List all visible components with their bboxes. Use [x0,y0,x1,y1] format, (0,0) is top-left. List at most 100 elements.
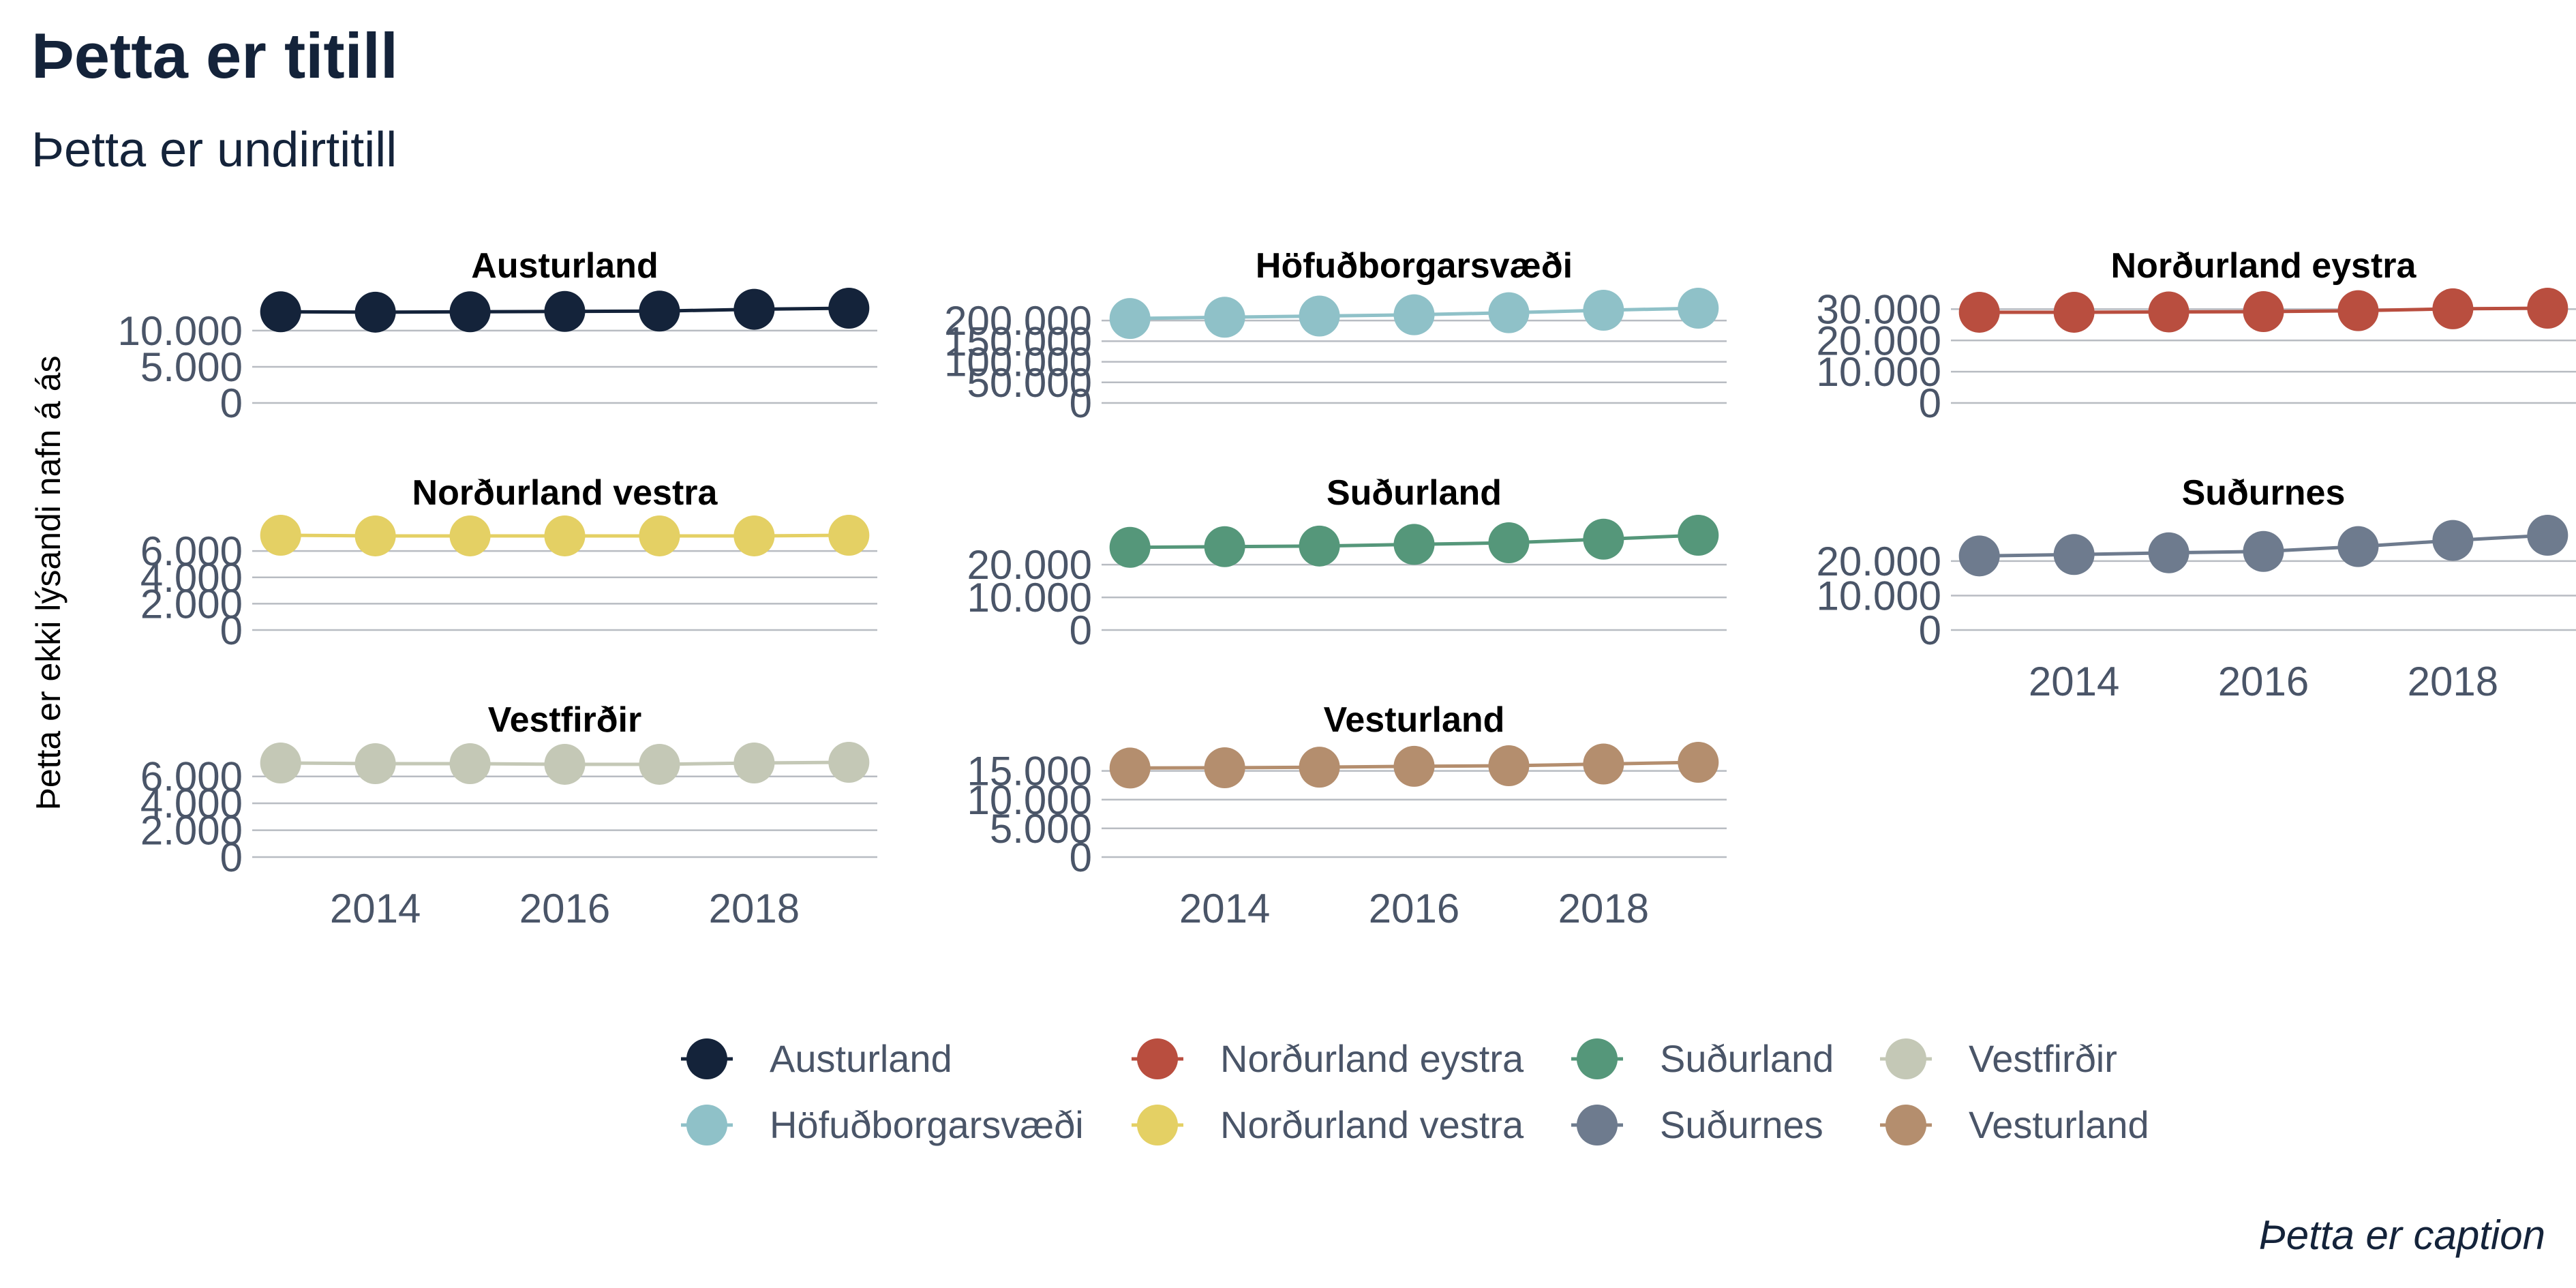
y-tick-label: 10.000 [1816,573,1941,618]
data-point-sudurland-2015 [1299,525,1340,567]
data-point-austurland-2019 [828,288,870,329]
y-tick-label: 0 [220,608,243,653]
y-tick-label: 10.000 [967,575,1092,620]
data-point-vesturland-2017 [1488,745,1530,787]
y-tick-label: 20.000 [1816,318,1941,363]
data-point-austurland-2013 [260,291,301,333]
legend-item-nordurland-vestra: Norðurland vestra [1132,1103,1524,1146]
x-tick-label: 2018 [709,886,800,931]
data-point-nordurland-vestra-2017 [639,515,680,556]
y-tick-label: 2.000 [140,808,243,854]
x-tick-label: 2018 [1558,886,1649,931]
data-point-austurland-2015 [449,291,491,333]
legend-key-dot [1137,1038,1178,1079]
chart-title: Þetta er titill [31,20,398,91]
y-tick-label: 2.000 [140,581,243,627]
data-point-vesturland-2018 [1583,743,1624,785]
y-tick-label: 0 [1070,380,1092,426]
data-point-hofudborgarsvaedi-2014 [1204,297,1245,338]
facet-title-vesturland: Vesturland [1324,700,1505,740]
y-tick-label: 6.000 [140,754,243,800]
legend-item-nordurland-eystra: Norðurland eystra [1132,1037,1524,1080]
data-point-hofudborgarsvaedi-2017 [1488,292,1530,333]
data-point-sudurnes-2017 [2337,526,2379,567]
legend-item-hofudborgarsvaedi: Höfuðborgarsvæði [681,1103,1084,1146]
legend-label: Norðurland eystra [1220,1037,1524,1080]
facet-title-nordurland-eystra: Norðurland eystra [2111,246,2417,286]
data-point-hofudborgarsvaedi-2013 [1109,298,1151,340]
x-tick-label: 2016 [2218,659,2309,704]
data-point-austurland-2018 [733,288,775,330]
data-point-vesturland-2019 [1678,742,1719,783]
legend-label: Vesturland [1969,1103,2149,1146]
y-tick-label: 0 [1070,608,1092,653]
legend-label: Suðurland [1660,1037,1834,1080]
data-point-hofudborgarsvaedi-2019 [1678,288,1719,329]
data-point-vestfirdir-2019 [828,742,870,783]
chart-subtitle: Þetta er undirtitill [31,123,397,177]
facet-panels: Austurland05.00010.000Höfuðborgarsvæði05… [117,246,2576,931]
y-tick-label: 150.000 [944,318,1092,364]
x-tick-label: 2016 [519,886,610,931]
data-point-sudurland-2017 [1488,522,1530,564]
data-point-nordurland-eystra-2017 [2337,290,2379,331]
chart-caption: Þetta er caption [2259,1212,2545,1258]
x-tick-label: 2014 [330,886,421,931]
x-tick-label: 2014 [2029,659,2119,704]
y-tick-label: 0 [1919,608,1941,653]
legend-key-dot [1885,1105,1926,1145]
data-point-nordurland-vestra-2019 [828,515,870,556]
data-point-nordurland-vestra-2016 [544,515,586,556]
data-point-hofudborgarsvaedi-2016 [1393,294,1435,335]
legend-key-dot [686,1105,727,1145]
legend-key-dot [1577,1105,1618,1145]
data-point-nordurland-vestra-2015 [449,515,491,556]
data-point-vestfirdir-2015 [449,743,491,784]
legend-key-dot [686,1038,727,1079]
y-tick-label: 0 [220,380,243,426]
data-point-sudurnes-2019 [2527,515,2569,556]
y-tick-label: 20.000 [1816,539,1941,584]
data-point-sudurnes-2015 [2148,532,2189,573]
y-tick-label: 30.000 [1816,286,1941,332]
x-tick-label: 2016 [1369,886,1459,931]
facet-title-nordurland-vestra: Norðurland vestra [412,473,718,513]
data-point-austurland-2017 [639,290,680,332]
data-point-sudurland-2019 [1678,515,1719,556]
data-point-vesturland-2015 [1299,747,1340,788]
data-point-nordurland-vestra-2013 [260,515,301,556]
y-tick-label: 200.000 [944,298,1092,344]
y-tick-label: 0 [1919,380,1941,426]
legend-item-sudurland: Suðurland [1571,1037,1834,1080]
legend-item-austurland: Austurland [681,1037,952,1080]
legend-key-dot [1577,1038,1618,1079]
y-tick-label: 50.000 [967,360,1092,406]
facet-title-hofudborgarsvaedi: Höfuðborgarsvæði [1256,246,1573,286]
legend-item-vestfirdir: Vestfirðir [1880,1037,2117,1080]
y-tick-label: 10.000 [117,308,243,354]
data-point-nordurland-eystra-2014 [2053,291,2095,333]
legend-item-sudurnes: Suðurnes [1571,1103,1823,1146]
data-point-nordurland-vestra-2014 [354,515,396,556]
data-point-sudurnes-2014 [2053,534,2095,575]
data-point-sudurnes-2013 [1958,535,2000,577]
data-point-nordurland-eystra-2015 [2148,291,2189,333]
y-tick-label: 20.000 [967,542,1092,588]
y-tick-label: 6.000 [140,528,243,574]
data-point-nordurland-vestra-2018 [733,515,775,556]
facet-title-austurland: Austurland [471,246,658,286]
facet-title-sudurland: Suðurland [1327,473,1502,513]
data-point-vestfirdir-2017 [639,743,680,785]
data-point-nordurland-eystra-2019 [2527,288,2569,329]
data-point-vestfirdir-2014 [354,743,396,784]
y-tick-label: 4.000 [140,555,243,601]
data-point-hofudborgarsvaedi-2015 [1299,295,1340,337]
data-point-sudurland-2016 [1393,524,1435,565]
data-point-vesturland-2013 [1109,747,1151,789]
data-point-nordurland-eystra-2016 [2243,291,2284,333]
